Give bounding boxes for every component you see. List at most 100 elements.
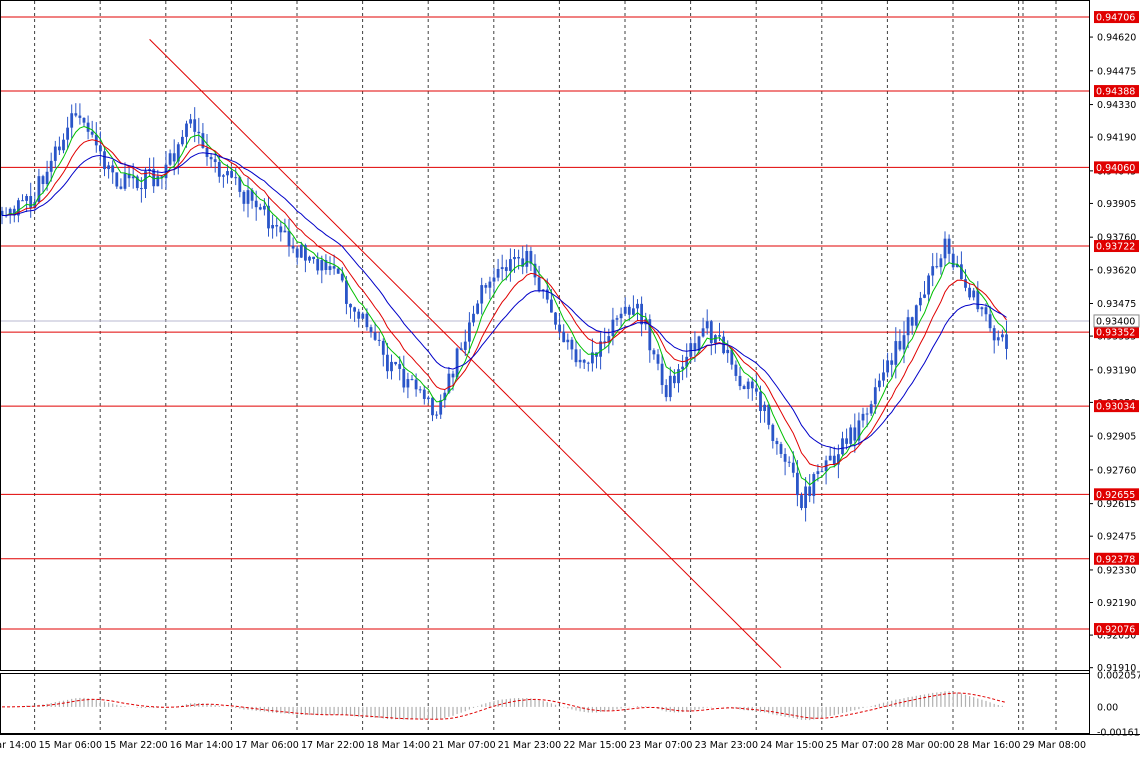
candle-body [668,375,672,398]
time-tick-label: 24 Mar 15:00 [760,740,823,751]
candle-body [246,190,250,204]
candle-body [271,225,274,229]
candle-body [890,360,894,365]
candle-body [131,176,135,179]
candle-body [718,335,721,337]
candle-body [927,275,930,295]
candle-body [111,165,115,173]
candle-body [878,380,881,388]
candle-body [463,341,467,350]
candle-body [152,169,156,187]
candle-body [99,145,102,152]
candle-body [74,113,78,116]
price-tick-label: 0.93620 [1097,265,1136,276]
candle-body [853,427,857,441]
candle-body [45,171,49,185]
candle-body [861,413,865,421]
candle-body [107,165,110,170]
candle-body [919,297,922,306]
candle-body [644,319,648,325]
chart-frame [0,0,1140,735]
candle-body [771,424,775,442]
candle-body [213,159,217,162]
candle-body [759,391,762,412]
candle-body [976,290,980,310]
level-badge [1094,161,1139,174]
candle-body [299,245,303,258]
candle-body [873,387,877,405]
time-tick-label: 28 Mar 00:00 [891,740,954,751]
candle-body [418,389,422,391]
time-tick-label: 15 Mar 22:00 [104,740,167,751]
level-badge-label: 0.92076 [1096,625,1135,636]
candle-body [361,313,365,319]
level-badge-label: 0.93352 [1096,328,1135,339]
candle-body [509,259,512,271]
candle-body [390,361,393,372]
candle-body [599,341,602,357]
candle-body [394,361,397,365]
price-tick-label: 0.94190 [1097,133,1136,144]
candle-body [570,339,574,350]
oscillator-tick-label: 0.00 [1097,702,1118,713]
time-tick-label: 25 Mar 07:00 [826,740,889,751]
candle-body [439,400,443,415]
candle-body [386,354,389,372]
candle-body [209,156,213,160]
price-tick-label: 0.92475 [1097,532,1136,543]
candle-body [135,176,139,189]
price-tick-label: 0.91910 [1097,663,1136,674]
candle-body [882,372,885,381]
candle-body [513,257,516,260]
candle-body [476,303,479,314]
candle-body [1005,334,1008,349]
level-badge-label: 0.94706 [1096,13,1135,24]
candle-body [841,438,844,455]
oscillator-signal-line [2,692,1007,720]
level-badge [1094,11,1139,24]
candle-body [312,256,315,260]
candle-body [279,226,283,233]
candle-body [82,117,86,123]
candle-body [414,379,418,390]
candle-body [451,373,455,378]
level-badge [1094,85,1139,98]
candle-body [283,230,287,233]
candle-body [1001,334,1004,338]
candle-body [894,341,898,365]
candle-body [529,250,533,264]
oscillator-tick-label: -0.001617 [1097,728,1140,739]
candle-body [705,321,709,329]
candle-body [37,176,41,203]
candle-body [554,312,557,325]
candle-body [734,364,738,376]
candle-body [189,119,192,124]
candle-body [730,349,734,365]
candle-body [328,266,332,271]
candle-body [103,151,106,170]
candle-body [168,153,172,165]
candle-body [222,175,225,177]
candle-body [812,474,816,496]
candle-body [664,385,668,398]
time-tick-label: 29 Mar 08:00 [1023,740,1086,751]
candle-body [947,238,951,254]
price-tick-label: 0.93190 [1097,365,1136,376]
ma-slow-line [2,152,1007,450]
candle-body [25,196,28,201]
time-tick-label: 22 Mar 15:00 [563,740,626,751]
candle-body [287,230,291,247]
candle-body [115,172,119,187]
price-tick-label: 0.93760 [1097,233,1136,244]
candle-body [545,289,549,300]
candle-body [746,381,750,390]
candle-body [357,311,361,319]
candle-body [763,404,766,412]
candle-body [70,113,74,128]
candle-body [960,264,963,280]
candle-body [431,397,434,416]
candle-body [238,177,242,192]
time-tick-label: 18 Mar 14:00 [367,740,430,751]
